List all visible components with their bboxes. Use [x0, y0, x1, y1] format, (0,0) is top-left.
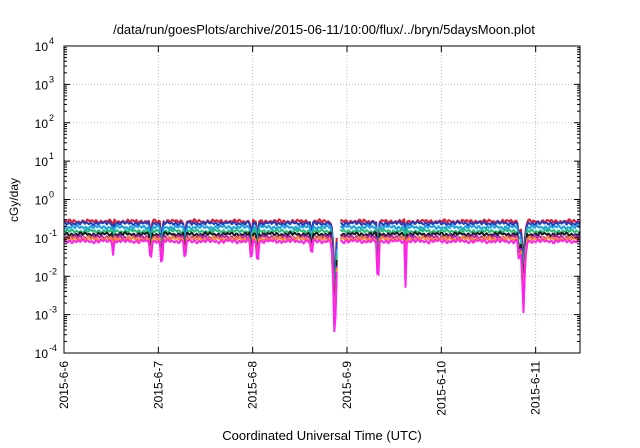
x-tick-label: 2015-6-10 — [434, 361, 448, 416]
series-line-6 — [63, 233, 581, 317]
grid — [64, 46, 580, 353]
x-tick-label: 2015-6-9 — [340, 361, 354, 409]
y-tick-exponent: 2 — [49, 113, 54, 123]
y-tick-label: 10 — [35, 270, 49, 284]
y-tick-exponent: 1 — [49, 151, 54, 161]
y-tick-exponent: 3 — [49, 74, 54, 84]
series-line-3 — [63, 224, 581, 292]
y-tick-exponent: 4 — [49, 36, 54, 46]
y-tick-exponent: -1 — [49, 228, 57, 238]
series-line-5 — [63, 231, 581, 308]
ticks — [63, 45, 580, 354]
y-tick-label: 10 — [35, 117, 49, 131]
x-tick-label: 2015-6-8 — [246, 361, 260, 409]
y-tick-exponent: -3 — [49, 305, 57, 315]
y-tick-label: 10 — [35, 232, 49, 246]
y-tick-exponent: 0 — [49, 190, 54, 200]
y-tick-label: 10 — [35, 309, 49, 323]
series-line-7 — [63, 235, 581, 325]
y-tick-label: 10 — [35, 40, 49, 54]
y-tick-label: 10 — [35, 347, 49, 361]
y-tick-exponent: -2 — [49, 266, 57, 276]
series-line-4 — [63, 228, 581, 300]
x-tick-label: 2015-6-11 — [529, 361, 543, 415]
y-tick-label: 10 — [35, 194, 49, 208]
series-line-2 — [63, 220, 581, 281]
x-tick-label: 2015-6-6 — [57, 361, 71, 409]
x-tick-label: 2015-6-7 — [151, 361, 165, 409]
series-line-8 — [63, 238, 581, 333]
y-tick-label: 10 — [35, 155, 49, 169]
y-tick-exponent: -4 — [49, 343, 57, 353]
y-tick-label: 10 — [35, 78, 49, 92]
y-axis-label: cGy/day — [7, 178, 21, 222]
series-layer — [63, 218, 581, 333]
chart-title: /data/run/goesPlots/archive/2015-06-11/1… — [113, 22, 535, 37]
x-axis-label: Coordinated Universal Time (UTC) — [222, 428, 421, 443]
x-tick-labels: 2015-6-6 2015-6-7 2015-6-8 2015-6-9 2015-6-1… — [57, 361, 543, 416]
